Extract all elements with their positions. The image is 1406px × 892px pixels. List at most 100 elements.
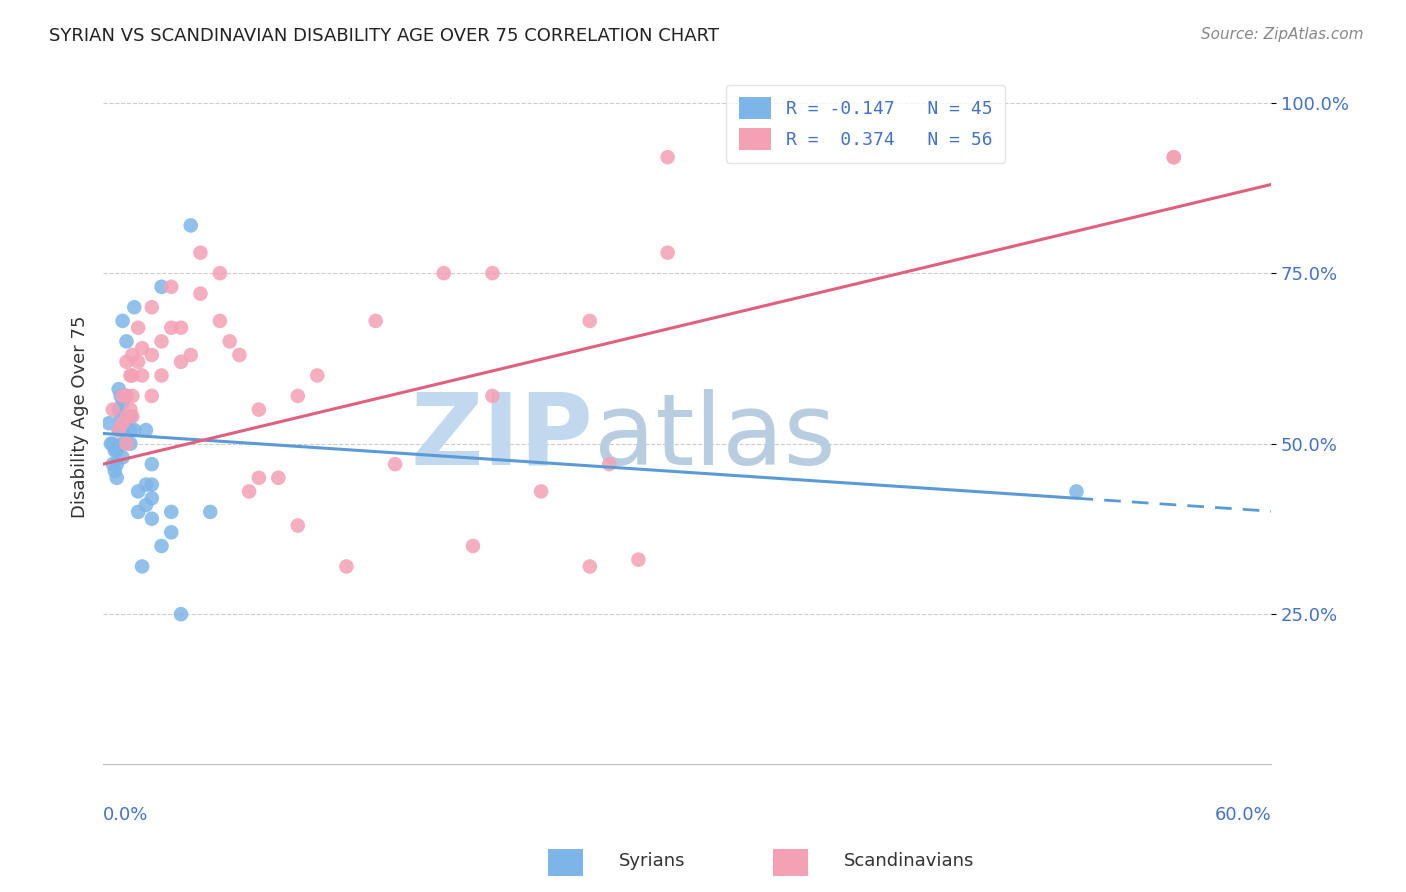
Point (247, 471, 270, 485)
Point (120, 402, 142, 417)
Point (120, 409, 142, 424)
Point (115, 436, 138, 450)
Point (120, 436, 142, 450)
Point (111, 396, 134, 410)
Point (208, 266, 231, 280)
Point (481, 266, 503, 280)
Point (150, 539, 173, 553)
Point (100, 436, 122, 450)
Point (335, 559, 357, 574)
Point (131, 368, 153, 383)
Point (135, 477, 157, 491)
Point (124, 423, 146, 437)
Point (238, 484, 260, 499)
Point (247, 402, 270, 417)
Text: Scandinavians: Scandinavians (844, 852, 974, 870)
Point (657, 245, 679, 260)
Text: Source: ZipAtlas.com: Source: ZipAtlas.com (1201, 27, 1364, 42)
Point (121, 409, 143, 424)
Legend: R = -0.147   N = 45, R =  0.374   N = 56: R = -0.147 N = 45, R = 0.374 N = 56 (727, 85, 1005, 163)
Point (121, 348, 143, 362)
Point (120, 423, 142, 437)
Point (267, 471, 290, 485)
Point (160, 280, 183, 294)
Point (121, 389, 143, 403)
Point (107, 423, 129, 437)
Point (598, 457, 620, 471)
Point (150, 368, 173, 383)
Point (131, 559, 153, 574)
Point (115, 334, 138, 349)
Point (384, 457, 406, 471)
Point (111, 416, 134, 430)
Point (1163, 150, 1185, 164)
Point (105, 471, 128, 485)
Point (141, 457, 163, 471)
Point (190, 245, 212, 260)
Y-axis label: Disability Age Over 75: Disability Age Over 75 (72, 315, 89, 517)
Point (107, 402, 129, 417)
Point (461, 539, 484, 553)
Point (218, 334, 240, 349)
Point (1163, 150, 1185, 164)
Point (578, 559, 600, 574)
Point (180, 219, 202, 233)
Point (141, 491, 163, 506)
Point (627, 552, 650, 566)
Point (160, 320, 183, 334)
Point (141, 512, 163, 526)
Point (111, 389, 134, 403)
Point (127, 505, 149, 519)
Point (124, 300, 146, 314)
Point (110, 389, 132, 403)
Point (141, 348, 163, 362)
Point (115, 355, 138, 369)
Text: 0.0%: 0.0% (103, 806, 149, 824)
Point (105, 443, 128, 458)
Point (111, 423, 134, 437)
Point (111, 389, 134, 403)
Point (111, 436, 134, 450)
Point (115, 389, 138, 403)
Point (104, 464, 127, 478)
Point (150, 334, 173, 349)
Point (120, 368, 142, 383)
Point (170, 320, 193, 334)
Point (160, 505, 183, 519)
Point (111, 314, 134, 328)
Point (127, 355, 149, 369)
Point (481, 389, 503, 403)
Text: ZIP: ZIP (411, 389, 593, 486)
Point (105, 457, 128, 471)
Point (150, 280, 173, 294)
Text: SYRIAN VS SCANDINAVIAN DISABILITY AGE OVER 75 CORRELATION CHART: SYRIAN VS SCANDINAVIAN DISABILITY AGE OV… (49, 27, 720, 45)
Point (364, 314, 387, 328)
Point (141, 477, 163, 491)
Text: 60.0%: 60.0% (1215, 806, 1271, 824)
Point (101, 457, 124, 471)
Point (198, 505, 221, 519)
Point (115, 409, 138, 424)
Point (141, 300, 163, 314)
Text: Syrians: Syrians (619, 852, 685, 870)
Point (433, 266, 456, 280)
Point (160, 525, 183, 540)
Point (530, 484, 553, 499)
Point (107, 382, 129, 396)
Point (121, 368, 143, 383)
Point (578, 314, 600, 328)
Point (101, 436, 124, 450)
Point (111, 450, 134, 465)
Point (170, 607, 193, 622)
Point (135, 498, 157, 512)
Point (101, 402, 124, 417)
Point (127, 484, 149, 499)
Point (180, 348, 202, 362)
Point (657, 150, 679, 164)
Point (190, 286, 212, 301)
Point (107, 423, 129, 437)
Point (170, 355, 193, 369)
Point (131, 341, 153, 355)
Point (228, 348, 250, 362)
Point (127, 320, 149, 334)
